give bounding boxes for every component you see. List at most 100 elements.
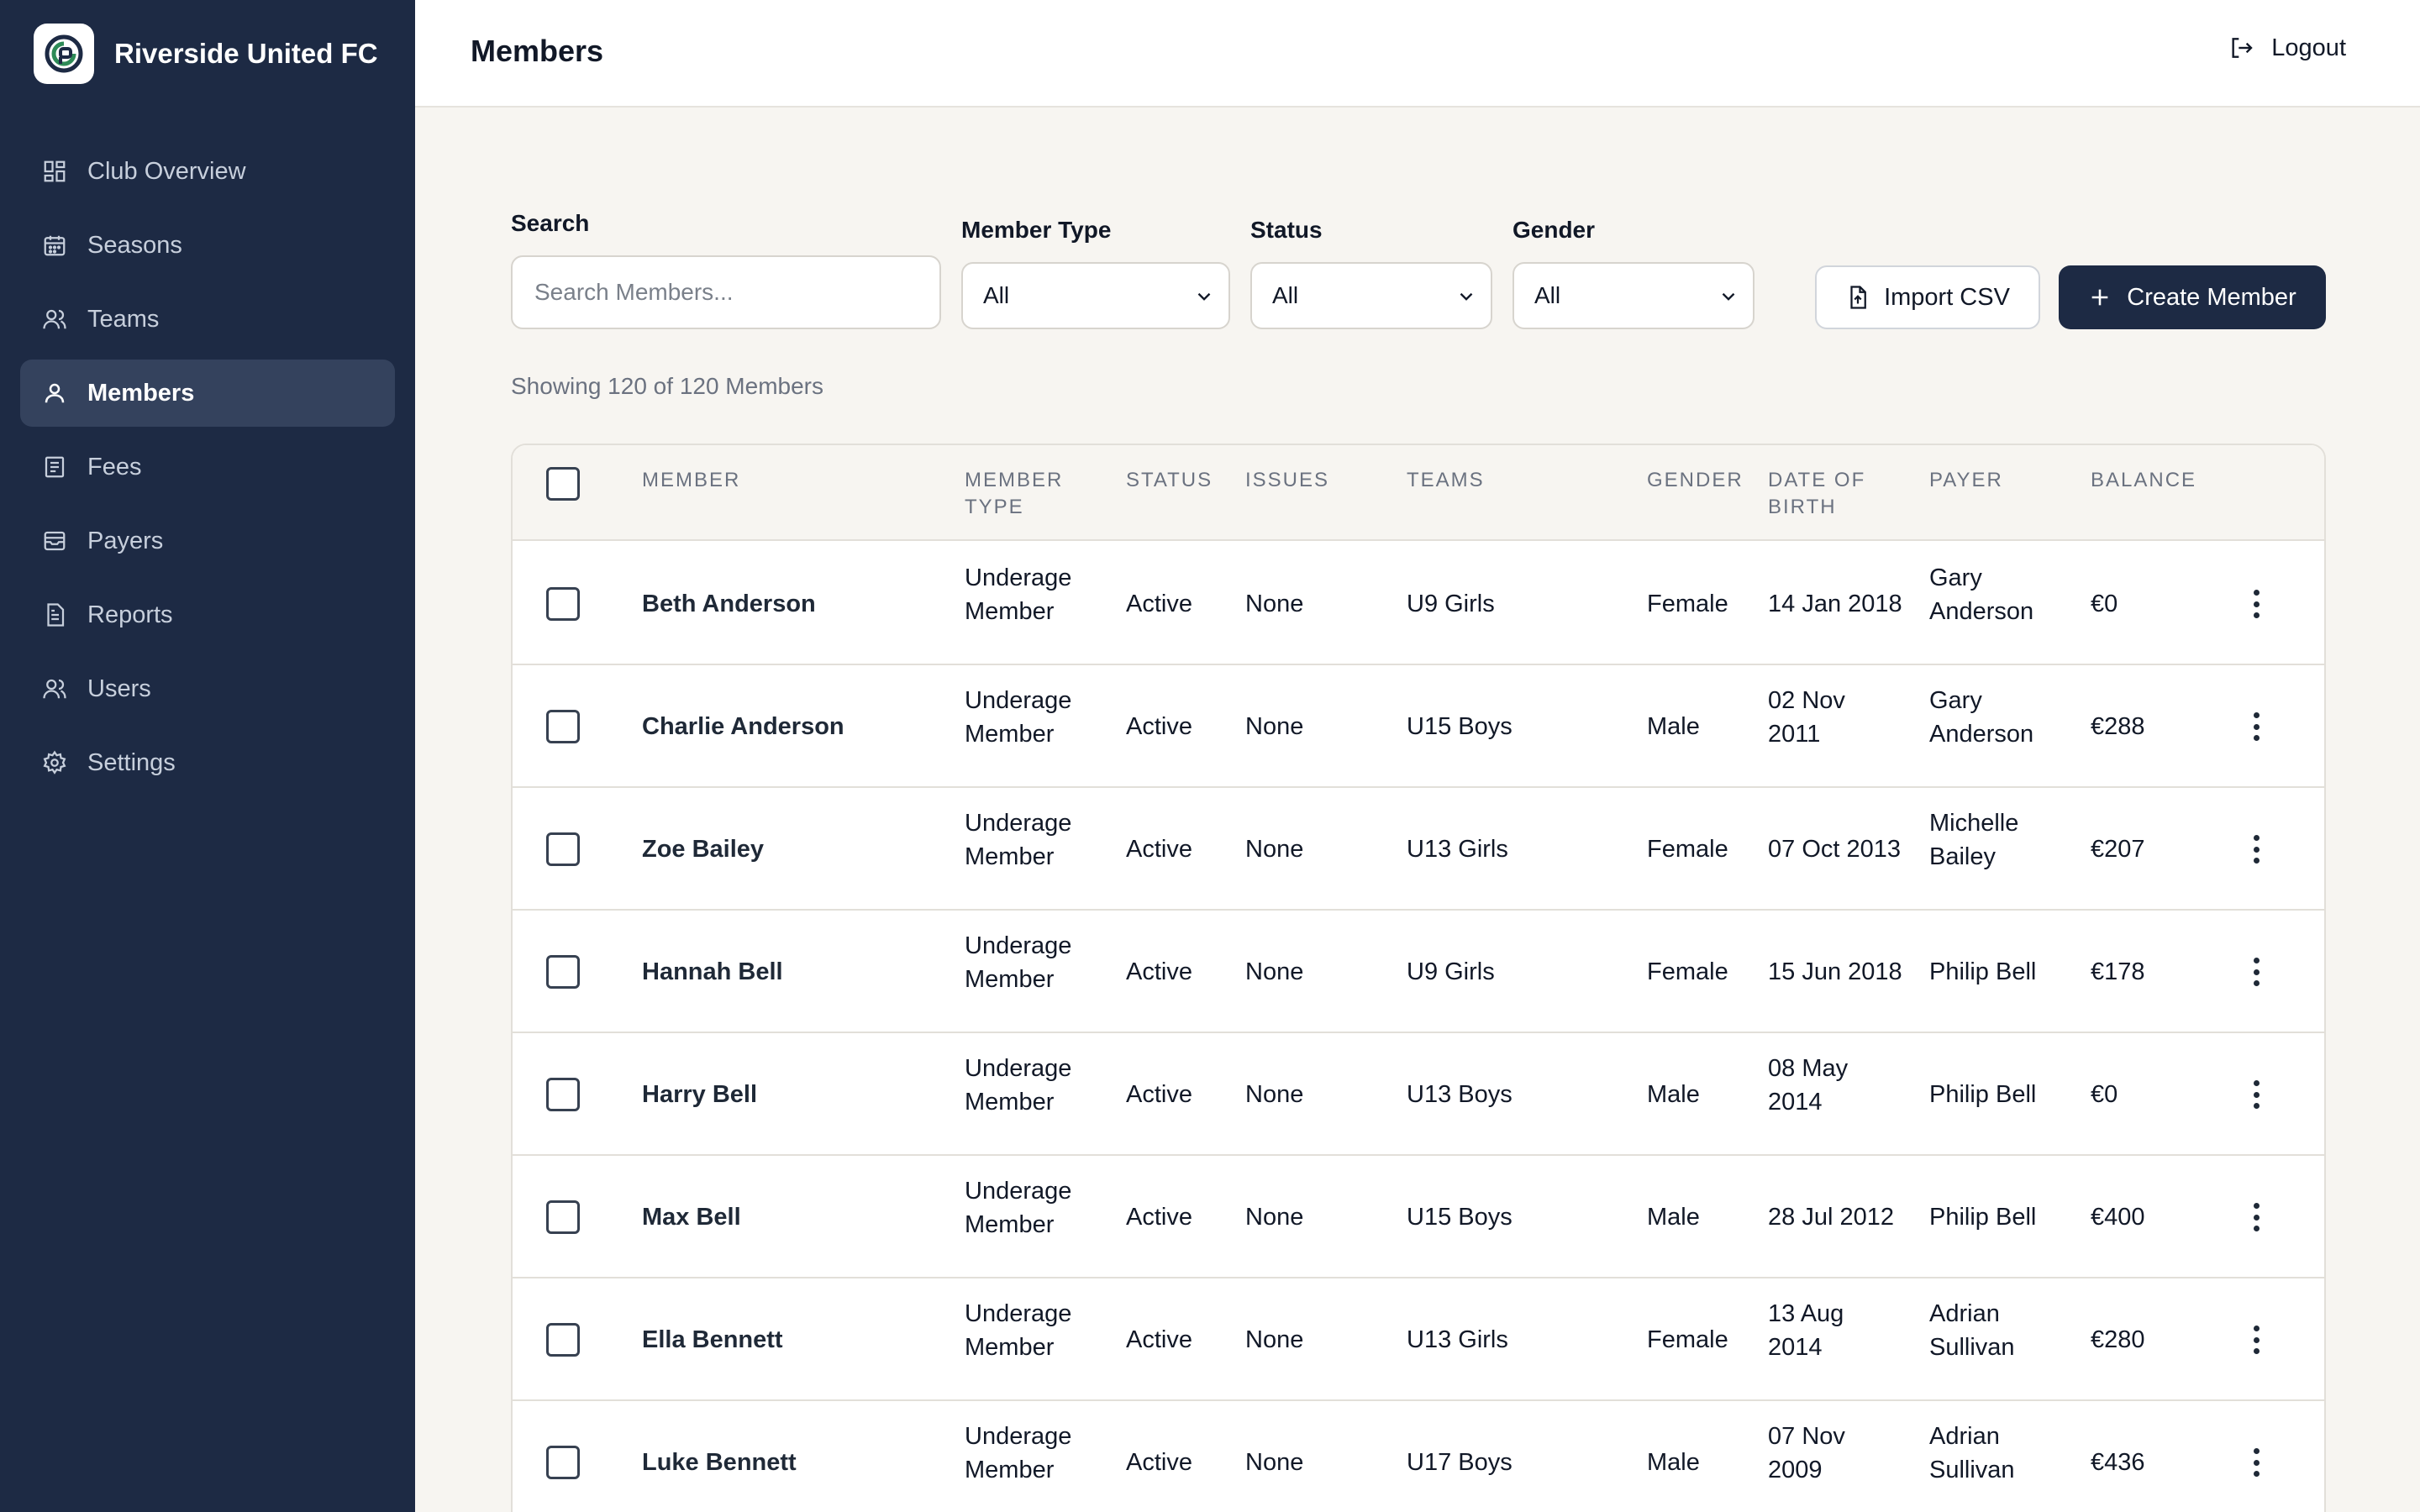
row-actions-menu-icon[interactable]: [2244, 1077, 2269, 1112]
column-header-member[interactable]: MEMBER: [642, 469, 741, 491]
member-name[interactable]: Harry Bell: [642, 1081, 758, 1108]
dob-cell: 13 Aug 2014: [1768, 1297, 1844, 1364]
gender-cell: Male: [1647, 1204, 1700, 1231]
row-checkbox[interactable]: [546, 1200, 580, 1234]
member-name[interactable]: Max Bell: [642, 1204, 741, 1231]
row-checkbox[interactable]: [546, 587, 580, 621]
table-row[interactable]: Max Bell Underage Member Active None U15 Boys…: [513, 1156, 2324, 1278]
row-actions-menu-icon[interactable]: [2244, 1200, 2269, 1235]
column-header-balance[interactable]: BALANCE: [2091, 469, 2197, 491]
member-type-line: Underage: [965, 687, 1072, 714]
status-cell: Active: [1126, 1326, 1192, 1353]
sidebar-item-settings[interactable]: Settings: [20, 729, 395, 796]
table-row[interactable]: Zoe Bailey Underage Member Active None U13 Gi…: [513, 788, 2324, 911]
header-line: MEMBER: [965, 469, 1064, 491]
import-csv-button[interactable]: Import CSV: [1815, 265, 2040, 329]
member-name[interactable]: Beth Anderson: [642, 591, 816, 617]
team-cell: U9 Girls: [1407, 958, 1495, 985]
sidebar-item-club-overview[interactable]: Club Overview: [20, 138, 395, 205]
table-row[interactable]: Ella Bennett Underage Member Active None U13 …: [513, 1278, 2324, 1401]
dob-line: 14 Jan 2018: [1768, 591, 1902, 617]
row-actions-menu-icon[interactable]: [2244, 1322, 2269, 1357]
status-cell: Active: [1126, 836, 1192, 863]
row-checkbox[interactable]: [546, 955, 580, 989]
sidebar-item-label: Fees: [87, 453, 142, 480]
row-actions-menu-icon[interactable]: [2244, 832, 2269, 867]
row-actions-menu-icon[interactable]: [2244, 1445, 2269, 1480]
column-header-teams[interactable]: TEAMS: [1407, 469, 1485, 491]
status-cell: Active: [1126, 1449, 1192, 1476]
member-type-line: Member: [965, 598, 1055, 625]
row-checkbox[interactable]: [546, 1446, 580, 1479]
row-actions-menu-icon[interactable]: [2244, 954, 2269, 990]
header-line: BIRTH: [1768, 496, 1837, 518]
sidebar-item-members[interactable]: Members: [20, 360, 395, 427]
search-input[interactable]: [511, 255, 941, 329]
member-name[interactable]: Hannah Bell: [642, 958, 783, 985]
sidebar-item-fees[interactable]: Fees: [20, 433, 395, 501]
status-select[interactable]: All: [1250, 262, 1492, 329]
balance-cell: €436: [2091, 1449, 2145, 1476]
table-row[interactable]: Charlie Anderson Underage Member Active None…: [513, 665, 2324, 788]
sidebar-item-users[interactable]: Users: [20, 655, 395, 722]
dob-line: 15 Jun 2018: [1768, 958, 1902, 985]
page-title: Members: [471, 34, 604, 68]
sidebar-item-reports[interactable]: Reports: [20, 581, 395, 648]
member-name[interactable]: Charlie Anderson: [642, 713, 844, 740]
member-type-line: Underage: [965, 1178, 1072, 1205]
payer-line: Adrian: [1929, 1423, 2000, 1450]
column-header-gender[interactable]: GENDER: [1647, 469, 1744, 491]
payer-line: Gary: [1929, 687, 1982, 714]
issues-cell: None: [1245, 958, 1304, 985]
table-row[interactable]: Luke Bennett Underage Member Active None U17 …: [513, 1401, 2324, 1512]
member-type-cell: Underage Member: [965, 1420, 1071, 1487]
table-row[interactable]: Beth Anderson Underage Member Active None U9 …: [513, 543, 2324, 665]
row-actions-menu-icon[interactable]: [2244, 709, 2269, 744]
sidebar-item-label: Reports: [87, 601, 173, 628]
brand[interactable]: Riverside United FC: [34, 24, 378, 84]
member-name[interactable]: Ella Bennett: [642, 1326, 783, 1353]
dob-cell: 14 Jan 2018: [1768, 587, 1902, 621]
row-checkbox[interactable]: [546, 1078, 580, 1111]
member-type-line: Underage: [965, 564, 1072, 591]
filter-bar: Search Member Type All Status All Gender…: [511, 202, 2326, 336]
logout-button[interactable]: Logout: [2228, 34, 2346, 62]
select-all-checkbox[interactable]: [546, 467, 580, 501]
payer-line: Gary: [1929, 564, 1982, 591]
column-header-issues[interactable]: ISSUES: [1245, 469, 1330, 491]
gender-cell: Male: [1647, 1449, 1700, 1476]
column-header-date-of-birth[interactable]: DATE OF BIRTH: [1768, 467, 1865, 521]
sidebar-item-label: Seasons: [87, 231, 182, 259]
gender-select[interactable]: All: [1512, 262, 1754, 329]
create-member-button[interactable]: Create Member: [2059, 265, 2326, 329]
column-header-payer[interactable]: PAYER: [1929, 469, 2003, 491]
gear-icon: [40, 748, 69, 777]
status-label: Status: [1250, 217, 1323, 243]
sidebar-item-label: Settings: [87, 748, 176, 776]
gender-cell: Female: [1647, 836, 1728, 863]
column-header-member-type[interactable]: MEMBER TYPE: [965, 467, 1063, 521]
column-header-status[interactable]: STATUS: [1126, 469, 1213, 491]
member-name[interactable]: Luke Bennett: [642, 1449, 797, 1476]
row-actions-menu-icon[interactable]: [2244, 586, 2269, 622]
row-checkbox[interactable]: [546, 710, 580, 743]
chevron-down-icon: [1460, 292, 1473, 301]
calendar-icon: [40, 231, 69, 260]
dob-line: 07 Nov: [1768, 1423, 1845, 1450]
gender-value: All: [1534, 282, 1561, 308]
table-row[interactable]: Harry Bell Underage Member Active None U13 Bo…: [513, 1033, 2324, 1156]
club-logo-icon: [34, 24, 94, 84]
sidebar-item-teams[interactable]: Teams: [20, 286, 395, 353]
table-row[interactable]: Hannah Bell Underage Member Active None U9 Gi…: [513, 911, 2324, 1033]
sidebar-item-payers[interactable]: Payers: [20, 507, 395, 575]
member-type-select[interactable]: All: [961, 262, 1230, 329]
member-name[interactable]: Zoe Bailey: [642, 836, 765, 863]
payer-line: Anderson: [1929, 721, 2034, 748]
dob-line: 2011: [1768, 721, 1821, 748]
sidebar-item-label: Payers: [87, 527, 164, 554]
sidebar-item-seasons[interactable]: Seasons: [20, 212, 395, 279]
row-checkbox[interactable]: [546, 832, 580, 866]
row-checkbox[interactable]: [546, 1323, 580, 1357]
payer-cell: Adrian Sullivan: [1929, 1420, 2015, 1487]
sidebar: Riverside United FC Club Overview Season…: [0, 0, 415, 1512]
